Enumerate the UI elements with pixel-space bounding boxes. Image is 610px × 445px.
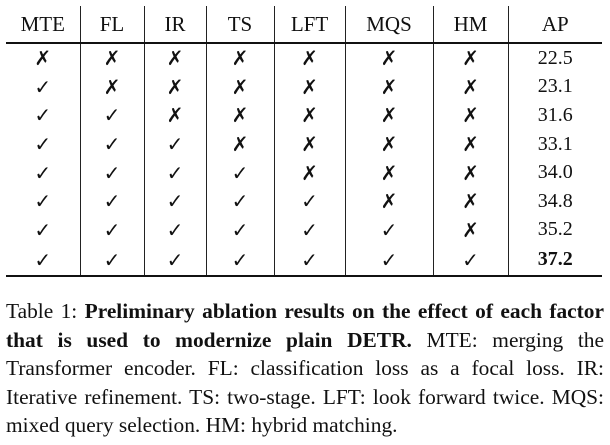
cross-mark-icon: ✗ xyxy=(344,158,433,187)
check-mark-icon: ✓ xyxy=(6,244,80,278)
check-mark-icon: ✓ xyxy=(205,215,274,245)
cross-mark-icon: ✗ xyxy=(432,215,508,245)
ablation-table: MTE FL IR TS LFT MQS HM AP ✗ ✗ ✗ ✗ ✗ ✗ ✗ 22.5 ✓ ✗… xyxy=(6,6,602,278)
check-mark-icon: ✓ xyxy=(79,215,144,245)
check-mark-icon: ✓ xyxy=(143,186,206,216)
check-mark-icon: ✓ xyxy=(34,217,52,242)
header-hm: HM xyxy=(432,6,508,44)
check-mark-icon: ✓ xyxy=(34,160,52,185)
check-mark-icon: ✓ xyxy=(273,186,345,216)
ap-value: 23.1 xyxy=(507,72,602,102)
cross-mark-icon: ✗ xyxy=(143,72,206,102)
table-row: ✓ ✗ ✗ ✗ ✗ ✗ ✗ 23.1 xyxy=(6,72,602,102)
check-mark-icon: ✓ xyxy=(34,132,52,157)
cross-mark-icon: ✗ xyxy=(432,186,508,216)
cross-mark-icon: ✗ xyxy=(273,101,345,130)
ap-value: 31.6 xyxy=(507,101,602,130)
check-mark-icon: ✓ xyxy=(143,129,206,159)
table-row: ✓ ✓ ✓ ✓ ✗ ✗ ✗ 34.0 xyxy=(6,158,602,187)
header-lft: LFT xyxy=(273,6,345,44)
check-mark-icon: ✓ xyxy=(34,103,52,128)
cross-mark-icon: ✗ xyxy=(34,46,52,71)
header-ts: TS xyxy=(205,6,274,44)
header-ap: AP xyxy=(507,6,602,44)
caption-title: Preliminary ablation results on the effe… xyxy=(6,299,604,352)
check-mark-icon: ✓ xyxy=(79,244,144,278)
cross-mark-icon: ✗ xyxy=(344,72,433,102)
cross-mark-icon: ✗ xyxy=(432,101,508,130)
check-mark-icon: ✓ xyxy=(143,244,206,278)
header-row: MTE FL IR TS LFT MQS HM AP xyxy=(6,6,602,44)
ap-value: 37.2 xyxy=(507,244,602,278)
cross-mark-icon: ✗ xyxy=(205,129,274,159)
header-fl: FL xyxy=(79,6,144,44)
check-mark-icon: ✓ xyxy=(79,186,144,216)
caption-label: Table 1: xyxy=(6,299,78,323)
check-mark-icon: ✓ xyxy=(205,244,274,278)
table-row: ✓ ✓ ✓ ✓ ✓ ✓ ✗ 35.2 xyxy=(6,215,602,245)
check-mark-icon: ✓ xyxy=(273,244,345,278)
check-mark-icon: ✓ xyxy=(143,158,206,187)
cross-mark-icon: ✗ xyxy=(143,43,206,73)
cross-mark-icon: ✗ xyxy=(205,101,274,130)
check-mark-icon: ✓ xyxy=(205,158,274,187)
ap-value: 33.1 xyxy=(507,129,602,159)
ap-value: 22.5 xyxy=(507,43,602,73)
cross-mark-icon: ✗ xyxy=(432,43,508,73)
table-row: ✓ ✓ ✗ ✗ ✗ ✗ ✗ 31.6 xyxy=(6,101,602,130)
table-row: ✓ ✓ ✓ ✓ ✓ ✗ ✗ 34.8 xyxy=(6,186,602,216)
cross-mark-icon: ✗ xyxy=(344,129,433,159)
cross-mark-icon: ✗ xyxy=(344,186,433,216)
table-body: ✗ ✗ ✗ ✗ ✗ ✗ ✗ 22.5 ✓ ✗ ✗ ✗ ✗ ✗ ✗ 23.1 ✓ ✓ ✗ ✗ ✗ ✗ ✗ 31.6 ✓ ✓ ✓ ✗ ✗ ✗ ✗… xyxy=(6,43,602,278)
cross-mark-icon: ✗ xyxy=(432,129,508,159)
table-row: ✓ ✓ ✓ ✗ ✗ ✗ ✗ 33.1 xyxy=(6,129,602,159)
table-row: ✗ ✗ ✗ ✗ ✗ ✗ ✗ 22.5 xyxy=(6,43,602,73)
check-mark-icon: ✓ xyxy=(79,158,144,187)
check-mark-icon: ✓ xyxy=(79,129,144,159)
check-mark-icon: ✓ xyxy=(205,186,274,216)
cross-mark-icon: ✗ xyxy=(344,43,433,73)
check-mark-icon: ✓ xyxy=(79,101,144,130)
ap-value: 35.2 xyxy=(507,215,602,245)
cross-mark-icon: ✗ xyxy=(273,129,345,159)
header-ir: IR xyxy=(143,6,206,44)
cross-mark-icon: ✗ xyxy=(432,158,508,187)
check-mark-icon: ✓ xyxy=(34,74,52,99)
ap-value: 34.0 xyxy=(507,158,602,187)
ap-value: 34.8 xyxy=(507,186,602,216)
table-row: ✓ ✓ ✓ ✓ ✓ ✓ ✓ 37.2 xyxy=(6,244,602,278)
caption-body: MTE: merging the Transformer encoder. FL… xyxy=(6,327,604,438)
check-mark-icon: ✓ xyxy=(344,244,433,278)
cross-mark-icon: ✗ xyxy=(273,158,345,187)
header-mte: MTE xyxy=(6,6,80,44)
check-mark-icon: ✓ xyxy=(34,189,52,214)
table-header: MTE FL IR TS LFT MQS HM AP xyxy=(6,6,602,44)
cross-mark-icon: ✗ xyxy=(143,101,206,130)
cross-mark-icon: ✗ xyxy=(205,72,274,102)
cross-mark-icon: ✗ xyxy=(344,101,433,130)
check-mark-icon: ✓ xyxy=(273,215,345,245)
cross-mark-icon: ✗ xyxy=(273,72,345,102)
cross-mark-icon: ✗ xyxy=(79,72,144,102)
cross-mark-icon: ✗ xyxy=(432,72,508,102)
cross-mark-icon: ✗ xyxy=(273,43,345,73)
check-mark-icon: ✓ xyxy=(432,244,508,278)
table-caption: Table 1: Preliminary ablation results on… xyxy=(6,297,604,440)
header-mqs: MQS xyxy=(344,6,433,44)
cross-mark-icon: ✗ xyxy=(205,43,274,73)
cross-mark-icon: ✗ xyxy=(79,43,144,73)
check-mark-icon: ✓ xyxy=(344,215,433,245)
check-mark-icon: ✓ xyxy=(143,215,206,245)
